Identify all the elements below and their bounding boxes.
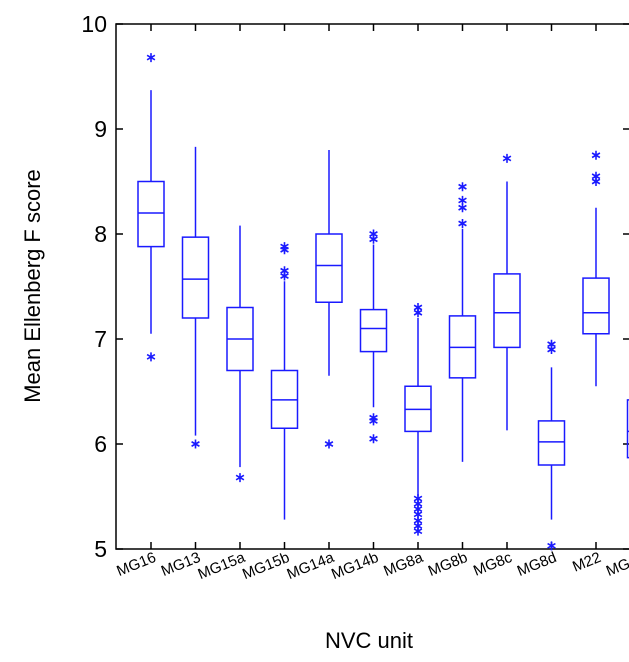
iqr-box (181, 236, 210, 319)
outlier-star (369, 413, 378, 423)
box-mg14a (315, 150, 343, 449)
iqr-box (626, 399, 629, 459)
outlier-star (280, 266, 289, 276)
x-tick-label: MG13 (159, 549, 203, 580)
x-tick-label: MG15b (240, 549, 292, 583)
y-tick-label: 9 (94, 116, 107, 142)
iqr-box (359, 308, 388, 353)
box-mg13 (181, 146, 210, 449)
x-tick-label: MG15a (196, 549, 249, 583)
outlier-star (369, 229, 378, 239)
box-m22 (582, 150, 610, 387)
boxes-layer (137, 53, 629, 551)
iqr-box (493, 273, 521, 349)
x-tick-label: MG14a (285, 549, 338, 583)
x-tick-label: MG8c (471, 549, 515, 580)
y-tick-label: 6 (94, 431, 107, 457)
box-mg14b (359, 229, 388, 444)
outlier-star (458, 219, 467, 228)
outlier-star (547, 339, 556, 349)
x-tick-label: MG16 (114, 549, 158, 580)
x-axis-title: NVC unit (325, 628, 413, 653)
outlier-star (502, 153, 512, 163)
y-axis: 5 6 7 8 9 10 (81, 11, 629, 562)
iqr-box (315, 233, 343, 303)
outlier-star (591, 171, 601, 181)
outlier-star (280, 242, 289, 252)
outlier-star (547, 541, 556, 551)
box-mg6d (626, 399, 629, 459)
y-tick-label: 5 (94, 536, 107, 562)
box-mg15a (226, 225, 254, 483)
x-tick-label: MG14b (329, 549, 381, 583)
x-tick-label: MG8b (426, 549, 470, 580)
box-mg8d (537, 339, 566, 551)
box-mg16 (137, 53, 165, 362)
iqr-box (137, 180, 165, 248)
outlier-star (324, 439, 334, 449)
outlier-star (369, 434, 378, 444)
outlier-star (413, 303, 423, 312)
y-tick-label: 10 (81, 11, 107, 37)
outlier-star (146, 53, 156, 63)
outlier-star (591, 150, 601, 160)
y-tick-label: 8 (94, 221, 107, 247)
x-tick-label: MG6d (604, 549, 629, 580)
box-mg8c (493, 153, 521, 431)
box-mg8a (404, 303, 432, 536)
outlier-star (146, 352, 156, 362)
outlier-star (191, 439, 200, 449)
outlier-star (458, 182, 467, 192)
x-tick-label: MG8d (515, 549, 559, 580)
outlier-star (413, 494, 423, 504)
outlier-star (458, 195, 467, 205)
y-tick-label: 7 (94, 326, 107, 352)
box-mg15b (270, 242, 299, 520)
box-mg8b (448, 182, 477, 462)
outlier-star (235, 473, 245, 483)
iqr-box (537, 420, 566, 466)
y-axis-title: Mean Ellenberg F score (20, 169, 45, 403)
x-tick-label: MG8a (381, 549, 426, 580)
iqr-box (582, 277, 610, 335)
x-tick-label: M22 (570, 549, 603, 576)
